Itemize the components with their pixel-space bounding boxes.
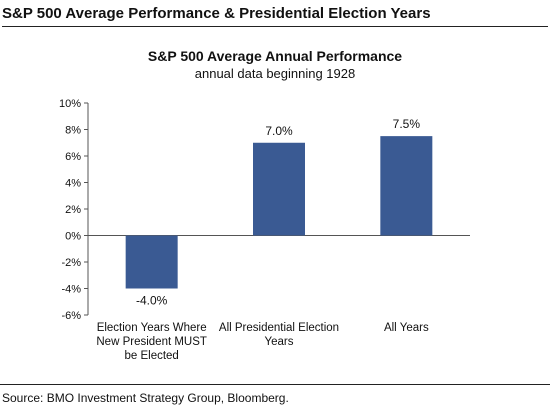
y-tick-label: -2%	[61, 257, 81, 269]
y-tick-label: 6%	[65, 151, 81, 163]
bar	[125, 235, 178, 289]
data-label: 7.0%	[265, 124, 293, 138]
data-label: -4.0%	[136, 294, 168, 308]
page-title: S&P 500 Average Performance & Presidenti…	[2, 2, 548, 27]
x-tick-label: Election Years Where New President MUST be…	[96, 322, 207, 362]
footer-divider	[0, 384, 550, 385]
x-tick-label: All Years	[384, 322, 429, 334]
y-tick-label: 4%	[65, 178, 81, 190]
y-tick-label: 2%	[65, 204, 81, 216]
source-note: Source: BMO Investment Strategy Group, B…	[2, 391, 289, 405]
y-tick-label: 8%	[65, 125, 81, 137]
y-tick-label: 10%	[59, 98, 81, 110]
chart-subtitle: annual data beginning 1928	[194, 66, 356, 81]
y-tick-label: -6%	[61, 310, 81, 322]
bar-chart: -6% -4% -2% 0% 2% 4% 6% 8% 10% -4.0% Election Year…	[59, 98, 470, 362]
bar	[253, 142, 305, 236]
bar	[380, 136, 433, 236]
chart-title: S&P 500 Average Annual Performance	[147, 48, 403, 64]
y-tick-label: -4%	[61, 284, 81, 296]
y-tick-label: 0%	[65, 231, 81, 243]
data-label: 7.5%	[393, 117, 421, 131]
x-tick-label: All Presidential Election Years	[219, 322, 339, 348]
